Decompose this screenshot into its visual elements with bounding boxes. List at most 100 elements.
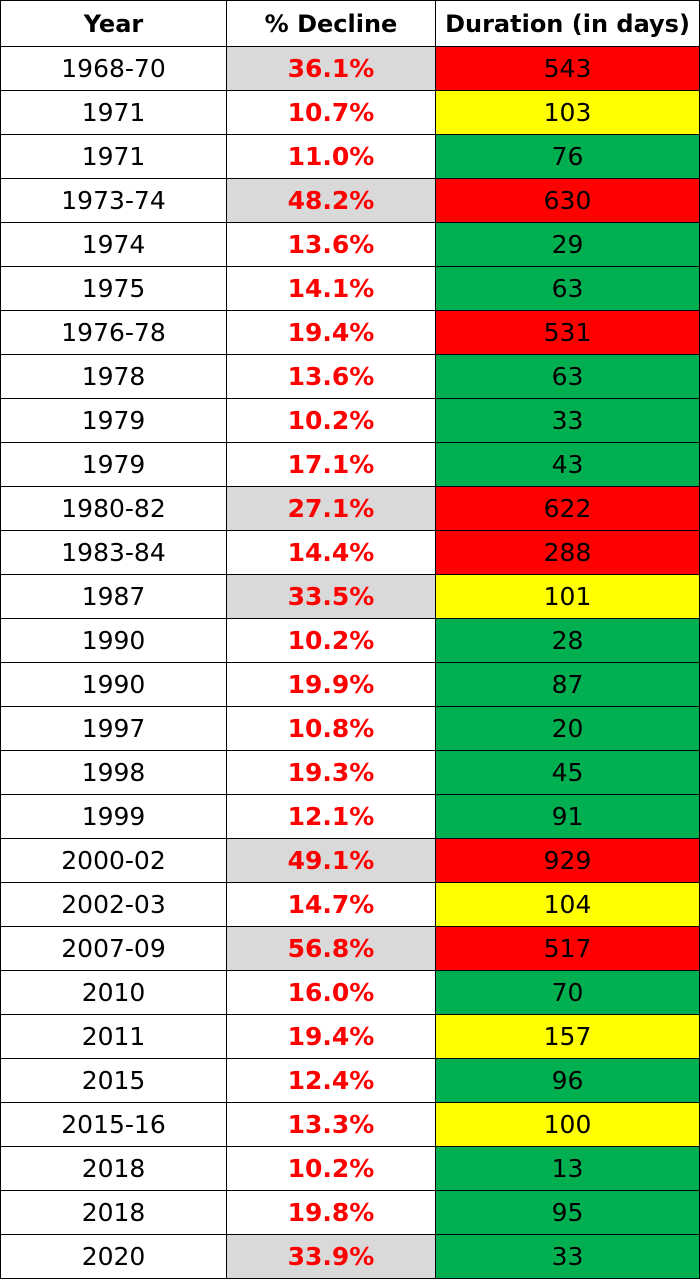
table-row: 2011 19.4% 157 (0, 1014, 700, 1059)
year-cell: 2011 (0, 1014, 227, 1059)
header-row: Year % Decline Duration (in days) (0, 0, 700, 47)
duration-cell: 33 (435, 398, 700, 443)
table-row: 1978 13.6% 63 (0, 354, 700, 399)
duration-cell: 20 (435, 706, 700, 751)
decline-cell: 10.2% (226, 398, 436, 443)
header-decline: % Decline (226, 0, 436, 47)
table-row: 2000-02 49.1% 929 (0, 838, 700, 883)
year-cell: 1998 (0, 750, 227, 795)
table-body: 1968-70 36.1% 543 1971 10.7% 103 1971 11.0% 76 19… (0, 46, 700, 1279)
duration-cell: 45 (435, 750, 700, 795)
year-cell: 1973-74 (0, 178, 227, 223)
decline-cell: 10.2% (226, 618, 436, 663)
table-row: 1998 19.3% 45 (0, 750, 700, 795)
year-cell: 2000-02 (0, 838, 227, 883)
duration-cell: 63 (435, 354, 700, 399)
duration-cell: 622 (435, 486, 700, 531)
duration-cell: 13 (435, 1146, 700, 1191)
year-cell: 1968-70 (0, 46, 227, 91)
table-row: 1971 11.0% 76 (0, 134, 700, 179)
decline-cell: 12.4% (226, 1058, 436, 1103)
decline-cell: 27.1% (226, 486, 436, 531)
duration-cell: 157 (435, 1014, 700, 1059)
duration-cell: 929 (435, 838, 700, 883)
decline-cell: 33.5% (226, 574, 436, 619)
year-cell: 2007-09 (0, 926, 227, 971)
year-cell: 2015-16 (0, 1102, 227, 1147)
year-cell: 1978 (0, 354, 227, 399)
duration-cell: 63 (435, 266, 700, 311)
decline-cell: 33.9% (226, 1234, 436, 1279)
decline-cell: 19.4% (226, 310, 436, 355)
decline-cell: 19.3% (226, 750, 436, 795)
year-cell: 1980-82 (0, 486, 227, 531)
duration-cell: 531 (435, 310, 700, 355)
year-cell: 2020 (0, 1234, 227, 1279)
decline-cell: 36.1% (226, 46, 436, 91)
duration-cell: 543 (435, 46, 700, 91)
decline-cell: 11.0% (226, 134, 436, 179)
decline-cell: 13.6% (226, 354, 436, 399)
decline-cell: 48.2% (226, 178, 436, 223)
decline-cell: 13.3% (226, 1102, 436, 1147)
year-cell: 1975 (0, 266, 227, 311)
header-year: Year (0, 0, 227, 47)
duration-cell: 76 (435, 134, 700, 179)
table-row: 2018 10.2% 13 (0, 1146, 700, 1191)
table-row: 1975 14.1% 63 (0, 266, 700, 311)
decline-cell: 13.6% (226, 222, 436, 267)
year-cell: 2018 (0, 1146, 227, 1191)
duration-cell: 100 (435, 1102, 700, 1147)
duration-cell: 517 (435, 926, 700, 971)
year-cell: 1979 (0, 398, 227, 443)
table-row: 1976-78 19.4% 531 (0, 310, 700, 355)
table-row: 2010 16.0% 70 (0, 970, 700, 1015)
year-cell: 2015 (0, 1058, 227, 1103)
decline-cell: 19.4% (226, 1014, 436, 1059)
year-cell: 1971 (0, 90, 227, 135)
table-row: 2015 12.4% 96 (0, 1058, 700, 1103)
duration-cell: 96 (435, 1058, 700, 1103)
year-cell: 1971 (0, 134, 227, 179)
duration-cell: 28 (435, 618, 700, 663)
decline-cell: 14.7% (226, 882, 436, 927)
duration-cell: 630 (435, 178, 700, 223)
decline-cell: 16.0% (226, 970, 436, 1015)
table-row: 1980-82 27.1% 622 (0, 486, 700, 531)
decline-cell: 49.1% (226, 838, 436, 883)
decline-cell: 10.7% (226, 90, 436, 135)
decline-cell: 14.4% (226, 530, 436, 575)
decline-cell: 17.1% (226, 442, 436, 487)
table-row: 1979 10.2% 33 (0, 398, 700, 443)
duration-cell: 29 (435, 222, 700, 267)
year-cell: 2010 (0, 970, 227, 1015)
table-row: 2020 33.9% 33 (0, 1234, 700, 1279)
decline-cell: 19.9% (226, 662, 436, 707)
year-cell: 2002-03 (0, 882, 227, 927)
duration-cell: 104 (435, 882, 700, 927)
header-duration: Duration (in days) (435, 0, 700, 47)
table-row: 1971 10.7% 103 (0, 90, 700, 135)
decline-cell: 56.8% (226, 926, 436, 971)
duration-cell: 288 (435, 530, 700, 575)
table-row: 1990 19.9% 87 (0, 662, 700, 707)
decline-cell: 10.8% (226, 706, 436, 751)
year-cell: 1976-78 (0, 310, 227, 355)
table-row: 2007-09 56.8% 517 (0, 926, 700, 971)
year-cell: 1979 (0, 442, 227, 487)
decline-cell: 14.1% (226, 266, 436, 311)
table-row: 1983-84 14.4% 288 (0, 530, 700, 575)
table-row: 1990 10.2% 28 (0, 618, 700, 663)
duration-cell: 95 (435, 1190, 700, 1235)
year-cell: 1990 (0, 662, 227, 707)
decline-cell: 10.2% (226, 1146, 436, 1191)
table-row: 1968-70 36.1% 543 (0, 46, 700, 91)
table-row: 2015-16 13.3% 100 (0, 1102, 700, 1147)
duration-cell: 101 (435, 574, 700, 619)
year-cell: 1983-84 (0, 530, 227, 575)
table-row: 1979 17.1% 43 (0, 442, 700, 487)
duration-cell: 103 (435, 90, 700, 135)
duration-cell: 70 (435, 970, 700, 1015)
table-row: 1997 10.8% 20 (0, 706, 700, 751)
